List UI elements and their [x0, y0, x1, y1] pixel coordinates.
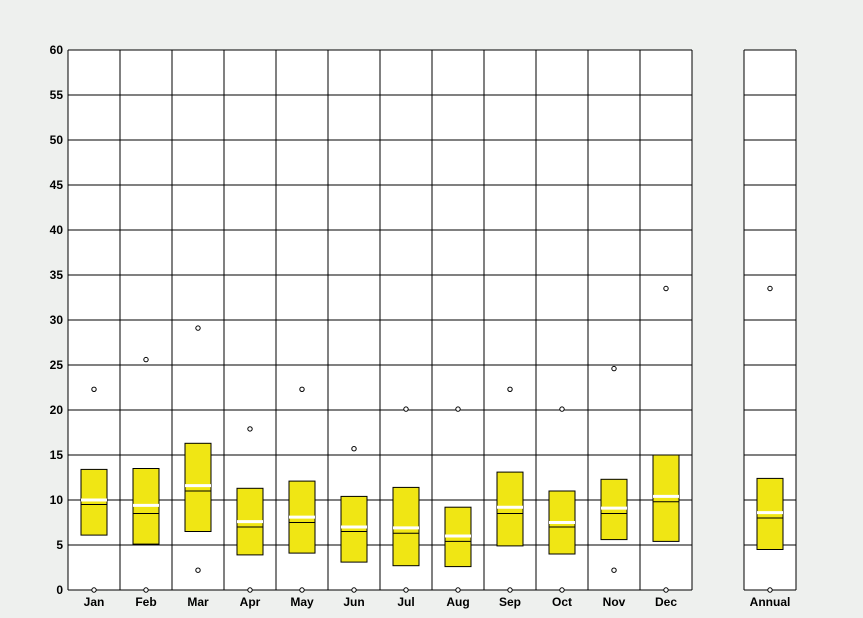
- max-point-annual: [767, 285, 773, 292]
- min-point-aug: [455, 587, 461, 593]
- max-point-oct: [559, 406, 565, 412]
- min-point-nov: [611, 567, 617, 573]
- min-point-apr: [247, 587, 253, 593]
- y-tick-label: 60: [50, 43, 64, 57]
- annual-box: [756, 285, 784, 593]
- x-tick-label-may: May: [290, 595, 314, 609]
- monthly-panel: Jan Feb Mar Apr May Jun Jul Aug Sep Oct Nov Dec: [67, 49, 693, 609]
- y-tick-label: 15: [50, 448, 64, 462]
- box-mar: [184, 442, 212, 532]
- x-tick-label-jun: Jun: [343, 595, 364, 609]
- min-point-jan: [91, 587, 97, 593]
- y-tick-label: 25: [50, 358, 64, 372]
- y-tick-label: 0: [56, 583, 63, 597]
- y-tick-label: 30: [50, 313, 64, 327]
- y-tick-label: 5: [56, 538, 63, 552]
- annual-x-tick-label: Annual: [750, 595, 791, 609]
- max-point-jan: [91, 386, 97, 392]
- max-point-mar: [195, 325, 201, 331]
- max-point-aug: [455, 406, 461, 412]
- x-tick-label-sep: Sep: [499, 595, 521, 609]
- x-tick-label-feb: Feb: [135, 595, 156, 609]
- monthly-gridlines: [67, 49, 693, 591]
- x-tick-label-nov: Nov: [603, 595, 626, 609]
- min-point-mar: [195, 567, 201, 573]
- x-tick-label-oct: Oct: [552, 595, 572, 609]
- y-axis-tick-labels: 0 5 10 15 20 25 30 35 40 45 50 55 60: [50, 43, 64, 597]
- min-point-oct: [559, 587, 565, 593]
- monthly-boxes: [80, 285, 680, 593]
- x-tick-label-dec: Dec: [655, 595, 677, 609]
- x-tick-label-mar: Mar: [187, 595, 209, 609]
- min-point-jun: [351, 587, 357, 593]
- max-point-jun: [351, 446, 357, 452]
- y-tick-label: 10: [50, 493, 64, 507]
- max-point-feb: [143, 356, 149, 363]
- y-tick-label: 55: [50, 88, 64, 102]
- min-point-feb: [143, 587, 149, 593]
- y-tick-label: 40: [50, 223, 64, 237]
- max-point-dec: [663, 285, 669, 292]
- box-dec: [652, 454, 680, 542]
- min-point-jul: [403, 587, 409, 593]
- y-tick-label: 50: [50, 133, 64, 147]
- y-tick-label: 20: [50, 403, 64, 417]
- box-jan: [80, 468, 108, 536]
- max-point-nov: [611, 365, 617, 372]
- min-point-dec: [663, 587, 669, 593]
- box-jun: [340, 495, 368, 563]
- x-tick-label-jan: Jan: [84, 595, 105, 609]
- y-tick-label: 35: [50, 268, 64, 282]
- x-tick-label-jul: Jul: [397, 595, 414, 609]
- max-point-may: [299, 386, 305, 392]
- max-point-jul: [403, 406, 409, 412]
- y-tick-label: 45: [50, 178, 64, 192]
- x-tick-label-apr: Apr: [240, 595, 261, 609]
- x-tick-label-aug: Aug: [446, 595, 469, 609]
- max-point-sep: [507, 386, 513, 392]
- min-point-annual: [767, 587, 773, 593]
- monthly-x-tick-labels: Jan Feb Mar Apr May Jun Jul Aug Sep Oct Nov Dec: [84, 595, 678, 609]
- box-sep: [496, 471, 524, 547]
- annual-gridlines: [743, 49, 797, 591]
- x-tick-label-annual: Annual: [750, 595, 791, 609]
- min-point-sep: [507, 587, 513, 593]
- max-point-apr: [247, 426, 253, 432]
- annual-panel: Annual: [743, 49, 797, 609]
- min-point-may: [299, 587, 305, 593]
